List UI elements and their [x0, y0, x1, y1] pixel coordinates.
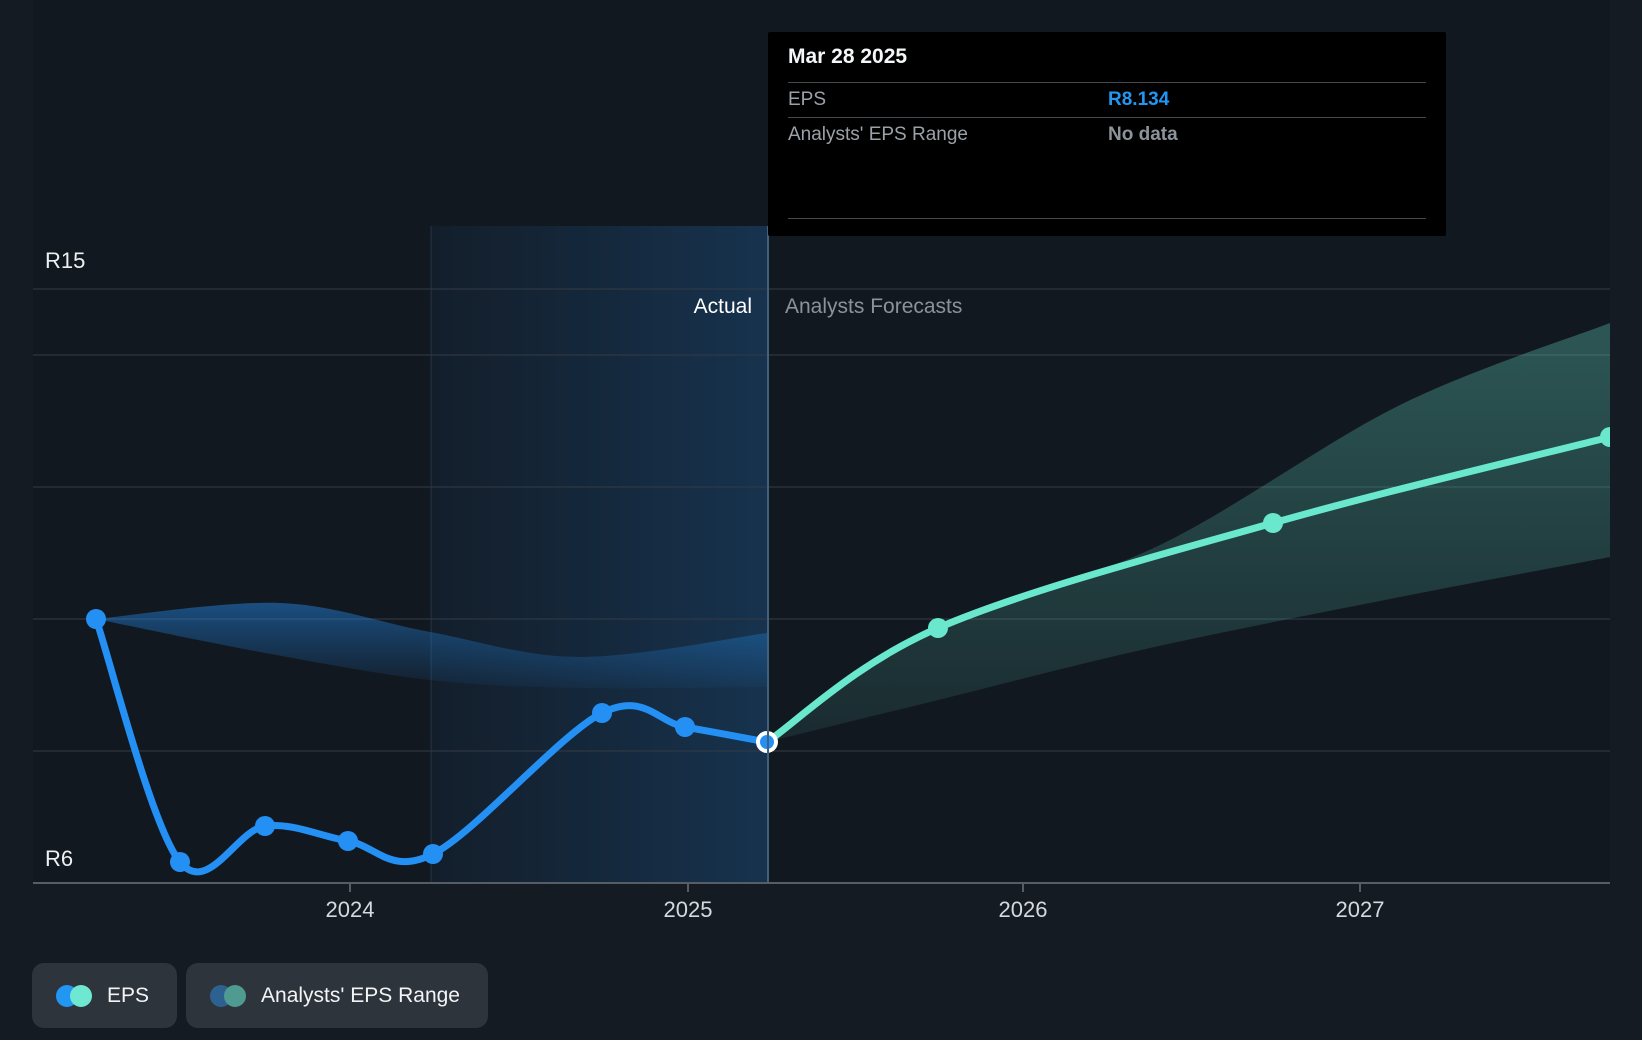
- tooltip-footer-divider: [788, 218, 1426, 219]
- legend-item-label: Analysts' EPS Range: [261, 983, 460, 1007]
- forecast-zone-label: Analysts Forecasts: [785, 295, 963, 318]
- tooltip-date-title: Mar 28 2025: [788, 32, 1426, 83]
- series-group: [86, 323, 1620, 876]
- actual-highlight-region: [431, 226, 768, 883]
- tooltip-row-label: Analysts' EPS Range: [788, 124, 968, 145]
- eps-data-point[interactable]: [675, 717, 695, 737]
- eps-data-point[interactable]: [255, 816, 275, 836]
- chart-tooltip: Mar 28 2025 EPS R8.134 Analysts' EPS Range…: [768, 32, 1446, 236]
- x-tick-label-2026: 2026: [998, 897, 1048, 922]
- forecast-data-point[interactable]: [1263, 513, 1283, 533]
- legend-dot-icon: [224, 984, 247, 1007]
- y-axis-label-top: R15: [45, 248, 86, 273]
- x-tick-label-2024: 2024: [325, 897, 375, 922]
- eps-data-point[interactable]: [338, 831, 358, 851]
- eps-data-point[interactable]: [86, 609, 106, 629]
- tooltip-row-value: No data: [1108, 124, 1178, 145]
- x-tick-label-2027: 2027: [1335, 897, 1385, 922]
- eps-data-point[interactable]: [592, 703, 612, 723]
- eps-data-point[interactable]: [170, 852, 190, 872]
- tooltip-rows: EPS R8.134 Analysts' EPS Range No data: [788, 83, 1426, 152]
- actual-eps-range-band: [96, 602, 767, 689]
- legend-item-label: EPS: [107, 983, 150, 1007]
- legend-dot-icon: [70, 984, 92, 1007]
- tooltip-row-value: R8.134: [1108, 89, 1170, 110]
- tooltip-row: Analysts' EPS Range No data: [788, 118, 1426, 152]
- x-tick-label-2025: 2025: [663, 897, 713, 922]
- forecast-eps-range-band: [767, 323, 1610, 742]
- forecast-line[interactable]: [763, 433, 1610, 746]
- chart-legend: EPS Analysts' EPS Range: [32, 963, 488, 1028]
- actual-zone-label: Actual: [693, 295, 752, 318]
- legend-series-dots-icon: [56, 984, 92, 1007]
- eps-data-point[interactable]: [423, 844, 443, 864]
- tooltip-row: EPS R8.134: [788, 83, 1426, 118]
- tooltip-row-label: EPS: [788, 89, 827, 110]
- eps-line[interactable]: [92, 615, 771, 876]
- forecast-data-point[interactable]: [1600, 427, 1620, 447]
- legend-item-eps[interactable]: EPS: [32, 963, 178, 1028]
- legend-item-analysts-eps-range[interactable]: Analysts' EPS Range: [186, 963, 488, 1028]
- y-axis-label-bottom: R6: [45, 846, 74, 871]
- legend-series-dots-icon: [210, 984, 247, 1007]
- forecast-data-point[interactable]: [928, 618, 948, 638]
